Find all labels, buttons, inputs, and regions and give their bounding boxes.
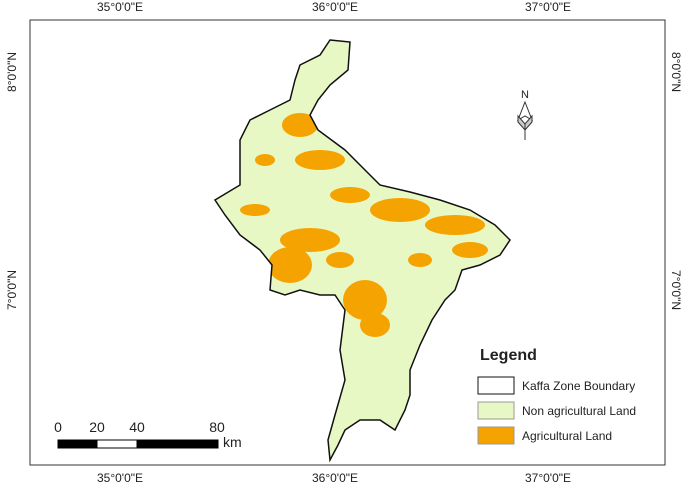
scale-label: 20	[89, 419, 105, 435]
scale-label: 0	[54, 419, 62, 435]
zone	[213, 39, 511, 463]
legend-label: Non agricultural Land	[522, 404, 636, 418]
grid-label: 7°0'0"N	[669, 270, 683, 310]
grid-label: 36°0'0"E	[312, 0, 358, 14]
grid-label: 37°0'0"E	[525, 471, 571, 485]
north-arrow: N	[517, 89, 533, 140]
zone-boundary	[213, 39, 511, 463]
grid-label: 35°0'0"E	[97, 471, 143, 485]
agricultural-area	[240, 113, 488, 337]
grid-label: 37°0'0"E	[525, 0, 571, 14]
legend-title: Legend	[480, 347, 537, 364]
north-label: N	[521, 89, 529, 101]
scale-label: 40	[129, 419, 145, 435]
legend-label: Agricultural Land	[522, 429, 612, 443]
scale-bar: 0 20 40 80 km	[54, 419, 242, 450]
legend-swatch	[477, 376, 515, 395]
scale-unit: km	[223, 434, 242, 450]
grid-label: 35°0'0"E	[97, 0, 143, 14]
non-agricultural-area	[215, 40, 510, 460]
grid-label: 8°0'0"N	[669, 52, 683, 92]
legend-swatch	[477, 401, 515, 420]
legend-swatch	[477, 426, 515, 445]
legend-label: Kaffa Zone Boundary	[522, 379, 635, 393]
grid-label: 7°0'0"N	[5, 270, 19, 310]
scale-label: 80	[209, 419, 225, 435]
grid-label: 8°0'0"N	[5, 52, 19, 92]
grid-label: 36°0'0"E	[312, 471, 358, 485]
